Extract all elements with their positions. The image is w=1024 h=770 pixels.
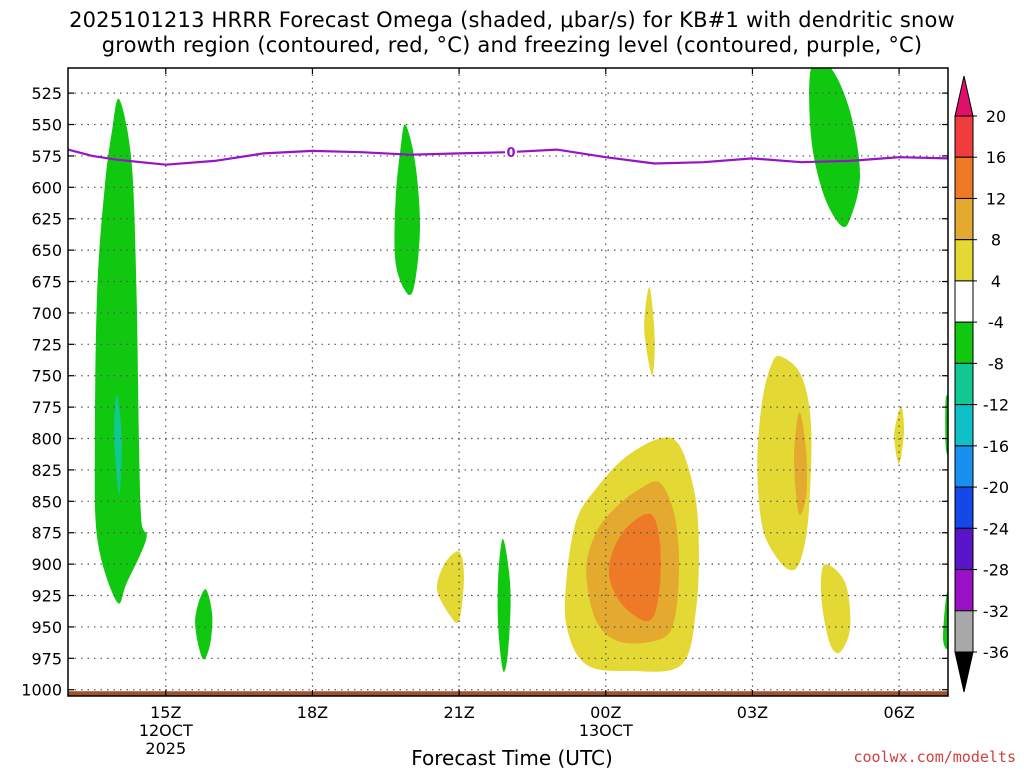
xtick-label-00Z: 00Z <box>590 703 621 722</box>
colorbar-label-12: 12 <box>986 189 1006 208</box>
colorbar-label--12: -12 <box>983 396 1009 415</box>
colorbar-label--24: -24 <box>983 519 1009 538</box>
omega-region-15 <box>820 564 851 654</box>
colorbar-label--8: -8 <box>988 354 1004 373</box>
freezing-level-label: 0 <box>506 146 515 161</box>
omega-region-1 <box>113 394 122 496</box>
omega-region-12 <box>608 513 661 622</box>
ytick-label-975: 975 <box>31 649 62 668</box>
terrain-fill <box>68 691 948 696</box>
ytick-label-750: 750 <box>31 367 62 386</box>
colorbar-swatch-7 <box>954 404 974 447</box>
ytick-label-875: 875 <box>31 524 62 543</box>
ytick-label-1000: 1000 <box>21 681 62 700</box>
colorbar: 20 16 12 8 4 -4 -8 -12 -16 -20 -24 -28 -32 -36 <box>954 75 1009 693</box>
ytick-label-550: 550 <box>31 116 62 135</box>
ytick-label-675: 675 <box>31 273 62 292</box>
omega-region-7 <box>943 592 948 649</box>
omega-region-0 <box>94 98 147 604</box>
omega-region-2 <box>195 589 213 660</box>
ytick-label-900: 900 <box>31 555 62 574</box>
ytick-label-925: 925 <box>31 587 62 606</box>
colorbar-label-16: 16 <box>986 148 1006 167</box>
y-axis-ticks: 525 550 575 600 625 650 675 700 725 750 775 800 825 8… <box>21 84 948 700</box>
xtick-label-03Z: 03Z <box>737 703 768 722</box>
chart-title-line1: 2025101213 HRRR Forecast Omega (shaded, … <box>69 8 955 32</box>
xtick-label-21Z: 21Z <box>443 703 474 722</box>
ytick-label-600: 600 <box>31 178 62 197</box>
colorbar-swatch-2 <box>954 197 974 241</box>
colorbar-top-arrow <box>954 75 974 117</box>
ytick-label-525: 525 <box>31 84 62 103</box>
colorbar-label-4: 4 <box>991 272 1001 291</box>
colorbar-bottom-arrow <box>954 651 974 693</box>
colorbar-label--4: -4 <box>988 313 1004 332</box>
ytick-label-950: 950 <box>31 618 62 637</box>
colorbar-swatch-8 <box>954 445 974 488</box>
colorbar-label-8: 8 <box>991 231 1001 250</box>
freezing-level-contour: 0 <box>67 144 949 166</box>
ytick-label-775: 775 <box>31 398 62 417</box>
ytick-label-725: 725 <box>31 335 62 354</box>
xtick-label-15Z: 15Z <box>150 703 181 722</box>
colorbar-swatch-3 <box>954 239 974 282</box>
ytick-label-825: 825 <box>31 461 62 480</box>
ytick-label-625: 625 <box>31 210 62 229</box>
freezing-level-label-bg <box>505 144 517 159</box>
omega-region-16 <box>894 406 905 464</box>
xtick-label-06Z: 06Z <box>883 703 914 722</box>
colorbar-label--32: -32 <box>983 602 1009 621</box>
colorbar-label--28: -28 <box>983 561 1009 580</box>
omega-region-4 <box>497 538 511 672</box>
colorbar-swatch-10 <box>954 527 974 571</box>
x-axis-title: Forecast Time (UTC) <box>411 746 613 770</box>
omega-regions <box>94 68 948 672</box>
colorbar-label--20: -20 <box>983 478 1009 497</box>
freezing-level-line <box>67 148 949 166</box>
omega-region-9 <box>644 287 655 376</box>
colorbar-swatch-0 <box>954 115 974 158</box>
ytick-label-850: 850 <box>31 492 62 511</box>
terrain-strip <box>68 691 948 696</box>
chart-title-line2: growth region (contoured, red, °C) and f… <box>101 33 923 57</box>
grid-lines <box>68 68 948 696</box>
ytick-label-575: 575 <box>31 147 62 166</box>
colorbar-swatch-4 <box>954 280 974 323</box>
xtick-label-13OCT: 13OCT <box>579 721 633 740</box>
colorbar-label--16: -16 <box>983 437 1009 456</box>
omega-region-8 <box>437 551 464 624</box>
colorbar-swatch-11 <box>954 569 974 612</box>
omega-region-13 <box>757 355 812 571</box>
credit-link[interactable]: coolwx.com/modelts <box>853 748 1016 766</box>
colorbar-swatch-6 <box>954 362 974 406</box>
ytick-label-700: 700 <box>31 304 62 323</box>
ytick-label-800: 800 <box>31 430 62 449</box>
xtick-label-18Z: 18Z <box>297 703 328 722</box>
colorbar-swatch-1 <box>954 156 974 199</box>
colorbar-label--36: -36 <box>983 643 1009 662</box>
omega-region-5 <box>809 68 860 228</box>
colorbar-swatch-12 <box>954 610 974 653</box>
xtick-label-12OCT: 12OCT <box>139 721 193 740</box>
xtick-label-2025: 2025 <box>145 739 186 758</box>
colorbar-swatch-9 <box>954 486 974 529</box>
omega-region-3 <box>394 124 420 296</box>
colorbar-swatch-5 <box>954 321 974 364</box>
plot-frame <box>67 67 949 697</box>
plot-border <box>67 67 949 697</box>
ytick-label-650: 650 <box>31 241 62 260</box>
colorbar-label-20: 20 <box>986 107 1006 126</box>
